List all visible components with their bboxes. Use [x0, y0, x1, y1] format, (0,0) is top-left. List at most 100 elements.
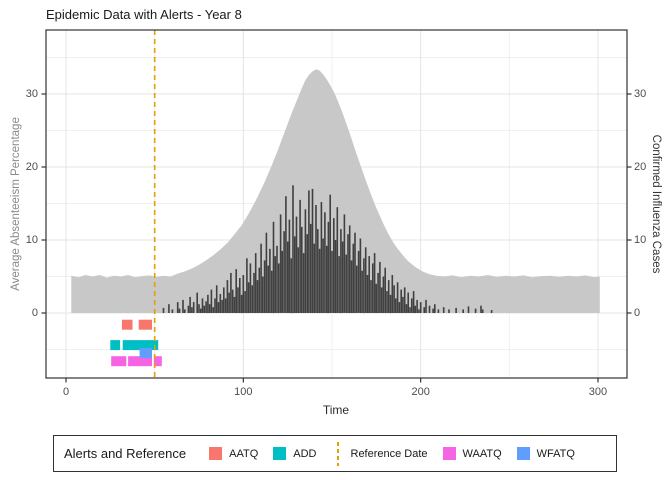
influenza-case-bar: [276, 245, 278, 313]
influenza-case-bar: [474, 308, 477, 313]
influenza-case-bar: [411, 298, 413, 313]
influenza-case-bar: [338, 256, 340, 313]
influenza-case-bar: [171, 309, 174, 313]
aatq-swatch-icon: [209, 447, 223, 460]
influenza-case-bar: [176, 302, 179, 313]
influenza-case-bar: [221, 299, 223, 313]
influenza-case-bar: [233, 296, 236, 313]
influenza-case-bar: [405, 304, 408, 313]
y-right-axis-title: Confirmed Influenza Cases: [650, 134, 662, 274]
influenza-case-bar: [200, 308, 202, 313]
influenza-case-bar: [375, 283, 378, 313]
influenza-case-bar: [223, 287, 225, 313]
influenza-case-bar: [407, 292, 409, 313]
influenza-case-bar: [455, 307, 457, 313]
influenza-case-bar: [318, 248, 321, 313]
influenza-case-bar: [270, 270, 273, 313]
influenza-case-bar: [260, 243, 262, 313]
influenza-case-bar: [384, 267, 386, 313]
y-left-tick-label: 20: [25, 161, 38, 173]
influenza-case-bar: [207, 294, 209, 314]
influenza-case-bar: [327, 221, 330, 314]
influenza-case-bar: [192, 302, 195, 313]
influenza-case-bar: [395, 298, 397, 313]
alert-segment-aatq: [121, 319, 133, 330]
influenza-case-bar: [334, 240, 337, 313]
x-tick-label: 100: [234, 386, 253, 398]
influenza-case-bar: [288, 219, 291, 313]
x-tick-label: 300: [588, 386, 608, 398]
influenza-case-bar: [403, 287, 406, 313]
influenza-case-bar: [286, 241, 289, 313]
influenza-case-bar: [281, 250, 284, 313]
influenza-case-bar: [283, 231, 285, 313]
influenza-case-bar: [423, 307, 425, 313]
y-right-tick-label: 0: [634, 307, 641, 319]
influenza-case-bar: [304, 209, 307, 313]
influenza-case-bar: [359, 238, 362, 313]
influenza-case-bar: [387, 280, 390, 313]
influenza-case-bar: [306, 234, 308, 313]
influenza-case-bar: [278, 263, 280, 313]
absenteeism-area: [71, 69, 600, 313]
influenza-case-bar: [231, 289, 234, 313]
legend-title: Alerts and Reference: [64, 446, 187, 461]
influenza-case-bar: [226, 280, 229, 313]
influenza-case-bar: [380, 287, 383, 313]
influenza-case-bar: [357, 250, 360, 313]
x-tick-label: 200: [411, 386, 430, 398]
influenza-case-bar: [215, 285, 218, 313]
y-right-tick-label: 10: [634, 234, 647, 246]
influenza-case-bar: [480, 305, 482, 313]
influenza-case-bar: [386, 291, 388, 313]
influenza-case-bar: [191, 307, 193, 313]
influenza-case-bar: [219, 294, 222, 313]
influenza-case-bar: [320, 202, 323, 313]
influenza-case-bar: [182, 299, 184, 313]
x-axis-title: Time: [322, 403, 350, 417]
influenza-case-bar: [402, 296, 404, 313]
influenza-case-bar: [425, 299, 427, 313]
influenza-case-bar: [361, 270, 363, 313]
influenza-case-bar: [301, 226, 303, 313]
influenza-case-bar: [205, 301, 207, 313]
influenza-case-bar: [187, 305, 190, 313]
influenza-case-bar: [189, 296, 191, 313]
influenza-case-bar: [368, 256, 370, 313]
alert-segment-waatq: [128, 356, 152, 367]
influenza-case-bar: [448, 309, 450, 313]
legend-item-label: ADD: [293, 447, 317, 460]
alert-segment-waatq: [111, 356, 127, 367]
influenza-case-bar: [292, 185, 294, 314]
y-left-axis-title: Average Absenteeism Percentage: [10, 117, 22, 291]
legend: Alerts and Reference AATQ ADD Reference Da…: [53, 435, 617, 472]
legend-item-label: Reference Date: [350, 447, 428, 460]
influenza-case-bar: [347, 234, 349, 313]
influenza-case-bar: [272, 221, 275, 314]
influenza-case-bar: [290, 258, 292, 314]
add-swatch-icon: [273, 447, 287, 460]
y-left-tick-label: 30: [25, 88, 38, 100]
influenza-case-bar: [322, 238, 324, 313]
influenza-case-bar: [311, 188, 314, 313]
influenza-case-bar: [348, 225, 351, 313]
influenza-case-bar: [372, 263, 374, 313]
legend-item-wfatq: WFATQ: [516, 447, 575, 460]
influenza-case-bar: [340, 229, 342, 314]
influenza-case-bar: [295, 216, 298, 313]
influenza-case-bar: [354, 232, 356, 313]
influenza-case-bar: [184, 309, 186, 313]
y-left-tick-label: 0: [31, 307, 38, 319]
legend-item-label: AATQ: [229, 447, 259, 460]
influenza-case-bar: [263, 260, 266, 313]
influenza-case-bar: [432, 308, 434, 313]
influenza-case-bar: [251, 285, 253, 313]
influenza-case-bar: [462, 309, 464, 313]
influenza-case-bar: [269, 248, 271, 313]
influenza-case-bar: [265, 232, 268, 313]
influenza-case-bar: [345, 254, 347, 313]
panel-border: [45, 29, 628, 379]
influenza-case-bar: [246, 258, 248, 314]
